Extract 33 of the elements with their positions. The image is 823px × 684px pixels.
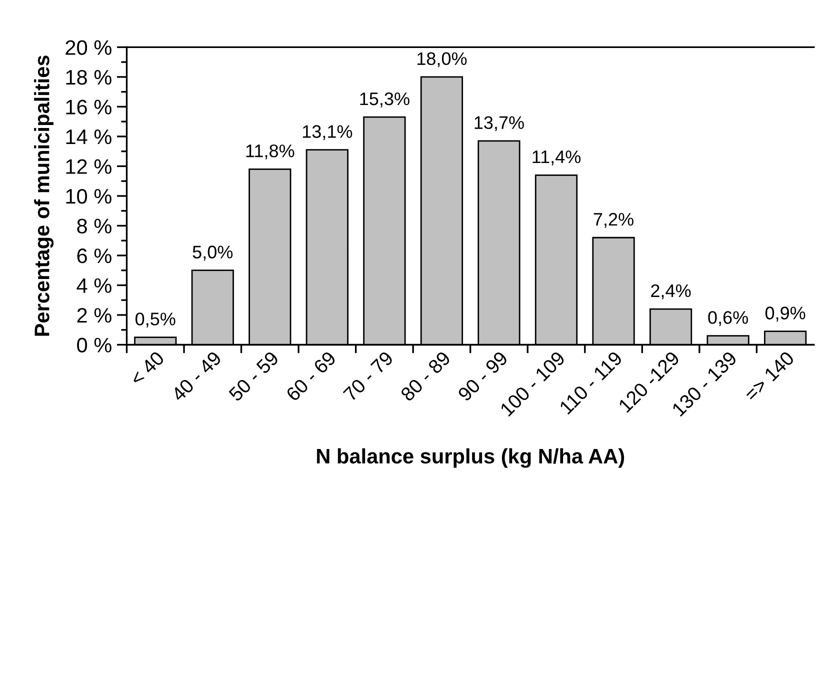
data-label: 18,0%: [417, 52, 467, 68]
data-label: 13,1%: [302, 125, 352, 140]
data-label: 0,6%: [708, 311, 748, 326]
y-tick-label: 12 %: [66, 159, 112, 174]
x-tick-label: 90 - 99: [457, 350, 508, 402]
y-tick-label: 2 %: [77, 308, 112, 323]
y-tick-label: 20 %: [66, 40, 112, 55]
y-tick-label: 4 %: [76, 278, 112, 293]
data-label: 7,2%: [594, 212, 634, 228]
data-label: 2,4%: [651, 284, 691, 300]
y-tick-label: 6 %: [77, 248, 112, 264]
y-tick-label: 8 %: [77, 218, 112, 234]
x-tick-label: 80 - 89: [400, 350, 452, 402]
data-label: 0,5%: [136, 312, 176, 328]
y-tick-label: 0 %: [77, 338, 112, 352]
data-label: 11,4%: [532, 150, 581, 166]
data-label: 13,7%: [474, 116, 524, 132]
data-label: 15,3%: [360, 92, 410, 108]
y-tick-label: 16 %: [66, 100, 112, 114]
y-tick-label: 14 %: [66, 130, 112, 144]
x-tick-label: 40 - 49: [170, 350, 222, 402]
x-tick-label: 50 - 59: [228, 350, 280, 402]
data-label: 5,0%: [192, 246, 233, 261]
data-label: 0,9%: [765, 306, 806, 322]
x-tick-label: < 40: [129, 350, 165, 386]
x-axis-title: N balance surplus (kg N/ha AA): [317, 448, 624, 468]
x-tick-label: 70 - 79: [342, 350, 394, 402]
x-tick-label: => 140: [744, 350, 795, 402]
data-label: 11,8%: [246, 144, 294, 160]
y-tick-label: 18 %: [66, 70, 112, 85]
y-tick-label: 10 %: [66, 188, 112, 204]
x-tick-label: 60 - 69: [285, 350, 337, 402]
y-axis-title: Percentage of municipalities: [34, 56, 54, 336]
